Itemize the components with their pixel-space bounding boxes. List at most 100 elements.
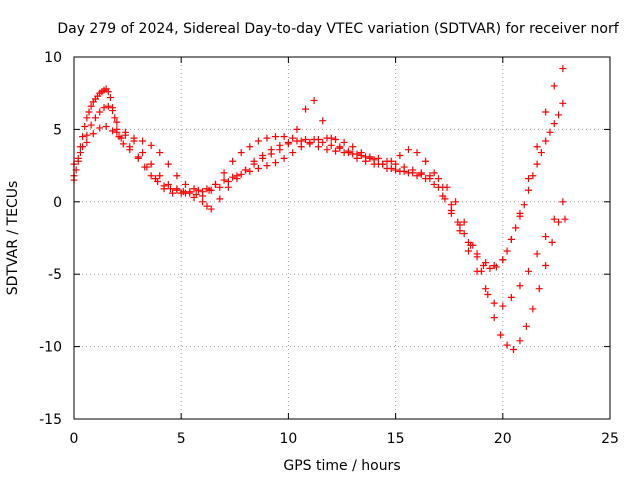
data-point <box>392 166 400 174</box>
data-point <box>332 136 340 144</box>
data-point <box>533 160 541 168</box>
data-point <box>147 141 155 149</box>
data-point <box>497 331 505 339</box>
data-point <box>336 143 344 151</box>
data-point <box>83 131 91 139</box>
data-point <box>106 94 114 102</box>
data-point <box>537 149 545 157</box>
data-point <box>224 178 232 186</box>
data-point <box>430 180 438 188</box>
data-point <box>306 138 314 146</box>
data-point <box>546 128 554 136</box>
data-point <box>130 134 138 142</box>
data-point <box>79 143 87 151</box>
data-point <box>486 264 494 272</box>
data-point <box>409 169 417 177</box>
data-point <box>156 172 164 180</box>
x-tick-label: 25 <box>601 431 619 447</box>
data-point <box>413 149 421 157</box>
x-axis-label: GPS time / hours <box>283 458 400 474</box>
series-4 <box>113 65 567 270</box>
data-point <box>362 157 370 165</box>
series-1 <box>70 85 567 272</box>
data-point <box>121 131 129 139</box>
data-point <box>119 140 127 148</box>
data-point <box>404 146 412 154</box>
data-point <box>516 209 524 217</box>
data-point <box>96 108 104 116</box>
data-point <box>490 314 498 322</box>
gridlines <box>74 57 610 419</box>
data-point <box>263 162 271 170</box>
data-point <box>302 136 310 144</box>
data-point <box>550 120 558 128</box>
data-point <box>276 146 284 154</box>
data-point <box>284 140 292 148</box>
data-point <box>293 137 301 145</box>
data-point <box>512 224 520 232</box>
data-point <box>87 102 95 110</box>
data-point <box>482 259 490 267</box>
data-point <box>246 143 254 151</box>
data-point <box>319 117 327 125</box>
data-point <box>447 209 455 217</box>
data-point <box>516 337 524 345</box>
series-2 <box>70 102 567 310</box>
data-point <box>503 247 511 255</box>
data-point <box>529 305 537 313</box>
data-point <box>520 201 528 209</box>
data-point <box>490 262 498 270</box>
data-point <box>280 154 288 162</box>
data-point <box>555 111 563 119</box>
data-point <box>259 154 267 162</box>
data-point <box>199 188 207 196</box>
series-3 <box>70 123 569 353</box>
data-point <box>81 123 89 131</box>
y-axis-ticks: -15 -10 -5 0 5 10 <box>39 50 610 428</box>
data-point <box>203 185 211 193</box>
data-point <box>91 114 99 122</box>
data-point <box>190 193 198 201</box>
data-point <box>194 186 202 194</box>
data-point <box>164 160 172 168</box>
data-point <box>83 114 91 122</box>
data-point <box>464 247 472 255</box>
data-point <box>417 170 425 178</box>
data-point <box>254 137 262 145</box>
data-point <box>100 104 108 112</box>
data-point <box>525 186 533 194</box>
data-point <box>482 285 490 293</box>
data-point <box>139 149 147 157</box>
data-point <box>533 250 541 258</box>
data-point <box>439 192 447 200</box>
data-point <box>104 102 112 110</box>
data-point <box>349 143 357 151</box>
data-point <box>74 157 82 165</box>
data-point <box>109 107 117 115</box>
data-point <box>353 154 361 162</box>
data-point <box>366 154 374 162</box>
data-point <box>113 128 121 136</box>
data-point <box>460 218 468 226</box>
data-point <box>134 153 142 161</box>
data-point <box>460 230 468 238</box>
data-point <box>147 160 155 168</box>
y-tick-label: -5 <box>48 267 62 283</box>
data-point <box>550 82 558 90</box>
data-point <box>126 143 134 151</box>
data-point <box>314 136 322 144</box>
data-point <box>516 282 524 290</box>
y-tick-label: 0 <box>53 195 62 211</box>
data-point <box>229 173 237 181</box>
data-point <box>207 205 215 213</box>
data-point <box>237 149 245 157</box>
data-point <box>555 218 563 226</box>
data-point <box>469 241 477 249</box>
y-tick-label: -10 <box>39 340 62 356</box>
data-point <box>76 149 84 157</box>
data-point <box>379 160 387 168</box>
data-point <box>173 185 181 193</box>
data-point <box>246 167 254 175</box>
data-point <box>490 299 498 307</box>
